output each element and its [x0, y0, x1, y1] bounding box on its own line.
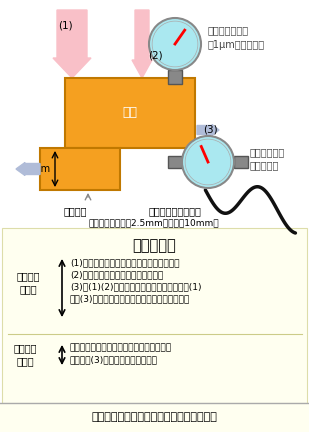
Text: (1): (1) — [58, 21, 72, 31]
Text: 2cm: 2cm — [29, 164, 50, 174]
Text: せん断中の高さ: せん断中の高さ — [208, 25, 249, 35]
Text: せん断変位: せん断変位 — [250, 160, 279, 170]
Text: ～(3)での試料の高さと応力変化を計算する。: ～(3)での試料の高さと応力変化を計算する。 — [70, 294, 190, 303]
Text: (2)　様々な荷重へ圧密量を減らす。: (2) 様々な荷重へ圧密量を減らす。 — [70, 270, 163, 279]
FancyArrow shape — [16, 162, 40, 175]
Text: 較正直線
を作成: 較正直線 を作成 — [16, 271, 40, 295]
Text: 測定の手順: 測定の手順 — [132, 238, 176, 253]
Bar — [168, 70, 182, 84]
Text: (2): (2) — [148, 51, 162, 61]
Bar — [40, 148, 120, 190]
Text: 試料: 試料 — [122, 107, 138, 120]
Bar — [0, 403, 309, 432]
Text: (3)　(1)(2)に引き続き、試料をせん断し、(1): (3) (1)(2)に引き続き、試料をせん断し、(1) — [70, 282, 201, 291]
Text: （測定部の直径は2.5mm、長さは10mm）: （測定部の直径は2.5mm、長さは10mm） — [89, 218, 219, 227]
FancyArrow shape — [197, 124, 219, 136]
Bar — [234, 156, 248, 168]
Text: (1)　様々な荷重をかけて試料を圧密する。: (1) 様々な荷重をかけて試料を圧密する。 — [70, 258, 180, 267]
Text: ついても(3)と同様の測定を行う。: ついても(3)と同様の測定を行う。 — [70, 355, 158, 364]
Text: せん断箱: せん断箱 — [63, 206, 87, 216]
Text: テンションメーター: テンションメーター — [149, 206, 201, 216]
FancyArrow shape — [53, 10, 91, 78]
Text: (3): (3) — [203, 125, 218, 135]
Text: せん断強度・: せん断強度・ — [250, 147, 285, 157]
Text: （1μmの単位で）: （1μmの単位で） — [208, 40, 265, 50]
Circle shape — [182, 136, 234, 188]
Bar — [168, 156, 182, 168]
Text: 図２砕土性測定機器の模式図と測定の手順: 図２砕土性測定機器の模式図と測定の手順 — [91, 412, 217, 422]
Text: 未知試料
の測定: 未知試料 の測定 — [13, 343, 37, 367]
Bar — [2, 228, 307, 403]
Text: 人為的な圧密履歴のない状態の土壌試料に: 人為的な圧密履歴のない状態の土壌試料に — [70, 343, 172, 352]
Bar — [65, 78, 195, 148]
FancyArrow shape — [132, 10, 152, 78]
Circle shape — [149, 18, 201, 70]
